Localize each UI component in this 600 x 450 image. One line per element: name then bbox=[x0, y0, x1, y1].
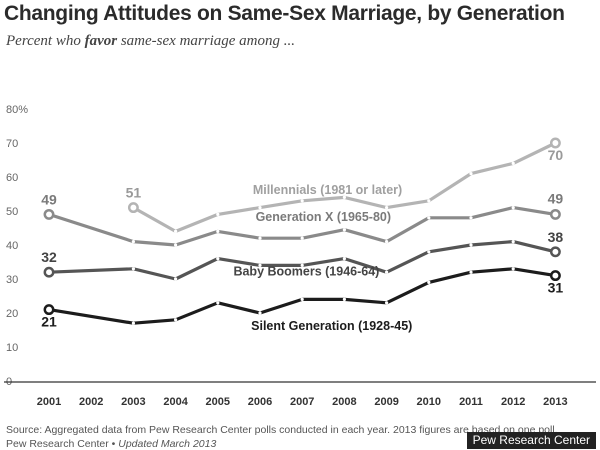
series-endpoint bbox=[43, 266, 55, 278]
subtitle-pre: Percent who bbox=[6, 33, 85, 49]
source-note: Source: Aggregated data from Pew Researc… bbox=[6, 424, 558, 436]
series-endpoint bbox=[43, 208, 55, 220]
credit-separator: • bbox=[108, 438, 119, 450]
series-point bbox=[300, 236, 304, 240]
series-point bbox=[511, 206, 515, 210]
series-point bbox=[300, 297, 304, 301]
y-tick-label: 10 bbox=[6, 342, 18, 354]
series-point bbox=[469, 172, 473, 176]
x-tick-label: 2002 bbox=[79, 396, 103, 408]
x-tick-label: 2001 bbox=[37, 396, 61, 408]
series-line-4 bbox=[48, 267, 556, 325]
series-point bbox=[511, 240, 515, 244]
series-point bbox=[258, 263, 262, 267]
series-point bbox=[385, 206, 389, 210]
x-tick-label: 2004 bbox=[163, 396, 188, 408]
y-tick-label: 30 bbox=[6, 274, 18, 286]
series-point bbox=[342, 195, 346, 199]
credit-line: Pew Research Center • Updated March 2013 bbox=[6, 438, 216, 450]
series-point bbox=[216, 229, 220, 233]
subtitle-post: same-sex marriage among ... bbox=[117, 33, 295, 49]
series-name-label: Baby Boomers (1946-64) bbox=[233, 265, 379, 279]
series-point bbox=[174, 229, 178, 233]
series-point bbox=[131, 321, 135, 325]
series-point bbox=[469, 216, 473, 220]
end-value-label: 70 bbox=[548, 147, 564, 163]
series-point bbox=[216, 301, 220, 305]
series-point bbox=[174, 277, 178, 281]
series-point bbox=[385, 301, 389, 305]
brand-logo: Pew Research Center bbox=[466, 432, 596, 449]
start-value-label: 51 bbox=[126, 185, 142, 201]
series-point bbox=[385, 240, 389, 244]
series-point bbox=[216, 212, 220, 216]
series-point bbox=[216, 257, 220, 261]
y-tick-label: 80% bbox=[6, 104, 28, 116]
x-tick-label: 2011 bbox=[459, 396, 483, 408]
x-tick-label: 2009 bbox=[374, 396, 398, 408]
series-endpoint bbox=[43, 304, 55, 316]
x-tick-label: 2005 bbox=[206, 396, 230, 408]
series-name-label: Generation X (1965-80) bbox=[256, 210, 391, 224]
x-tick-label: 2010 bbox=[417, 396, 441, 408]
end-value-label: 38 bbox=[548, 229, 564, 245]
series-point bbox=[258, 311, 262, 315]
x-tick-label: 2003 bbox=[121, 396, 145, 408]
series-point bbox=[469, 243, 473, 247]
y-tick-label: 50 bbox=[6, 206, 18, 218]
x-tick-label: 2006 bbox=[248, 396, 272, 408]
series-point bbox=[511, 161, 515, 165]
y-tick-label: 60 bbox=[6, 172, 18, 184]
end-value-label: 49 bbox=[548, 190, 564, 206]
series-point bbox=[427, 280, 431, 284]
y-tick-label: 40 bbox=[6, 240, 18, 252]
series-line-2 bbox=[48, 206, 556, 247]
series-point bbox=[300, 199, 304, 203]
y-tick-label: 20 bbox=[6, 308, 18, 320]
credit-org: Pew Research Center bbox=[6, 438, 109, 450]
series-point bbox=[427, 250, 431, 254]
credit-updated: Updated March 2013 bbox=[118, 438, 217, 450]
series-point bbox=[131, 240, 135, 244]
subtitle-emphasis: favor bbox=[84, 33, 118, 49]
series-point bbox=[511, 267, 515, 271]
series-point bbox=[427, 199, 431, 203]
x-tick-label: 2007 bbox=[290, 396, 314, 408]
start-value-label: 49 bbox=[41, 191, 57, 207]
chart-subtitle: Percent who favor same-sex marriage amon… bbox=[6, 33, 295, 50]
series-point bbox=[131, 267, 135, 271]
series-point bbox=[174, 318, 178, 322]
x-tick-label: 2008 bbox=[332, 396, 356, 408]
series-point bbox=[385, 270, 389, 274]
series-line-3 bbox=[48, 240, 556, 281]
start-value-label: 32 bbox=[41, 249, 57, 265]
start-value-label: 21 bbox=[41, 314, 57, 330]
series-point bbox=[427, 216, 431, 220]
chart-title: Changing Attitudes on Same-Sex Marriage,… bbox=[4, 2, 565, 25]
series-endpoint bbox=[127, 202, 139, 214]
series-point bbox=[258, 206, 262, 210]
series-endpoint bbox=[549, 246, 561, 258]
series-name-label: Silent Generation (1928-45) bbox=[251, 319, 412, 333]
y-tick-label: 70 bbox=[6, 138, 18, 150]
series-point bbox=[342, 297, 346, 301]
series-endpoint bbox=[549, 270, 561, 282]
series-point bbox=[174, 243, 178, 247]
x-tick-label: 2013 bbox=[543, 396, 567, 408]
series-point bbox=[469, 270, 473, 274]
series-point bbox=[258, 236, 262, 240]
series-point bbox=[342, 228, 346, 232]
series-name-label: Millennials (1981 or later) bbox=[253, 183, 402, 197]
series-point bbox=[300, 263, 304, 267]
series-endpoint bbox=[549, 208, 561, 220]
series-endpoint bbox=[549, 137, 561, 149]
series-point bbox=[342, 257, 346, 261]
x-tick-label: 2012 bbox=[501, 396, 525, 408]
end-value-label: 31 bbox=[548, 280, 564, 296]
